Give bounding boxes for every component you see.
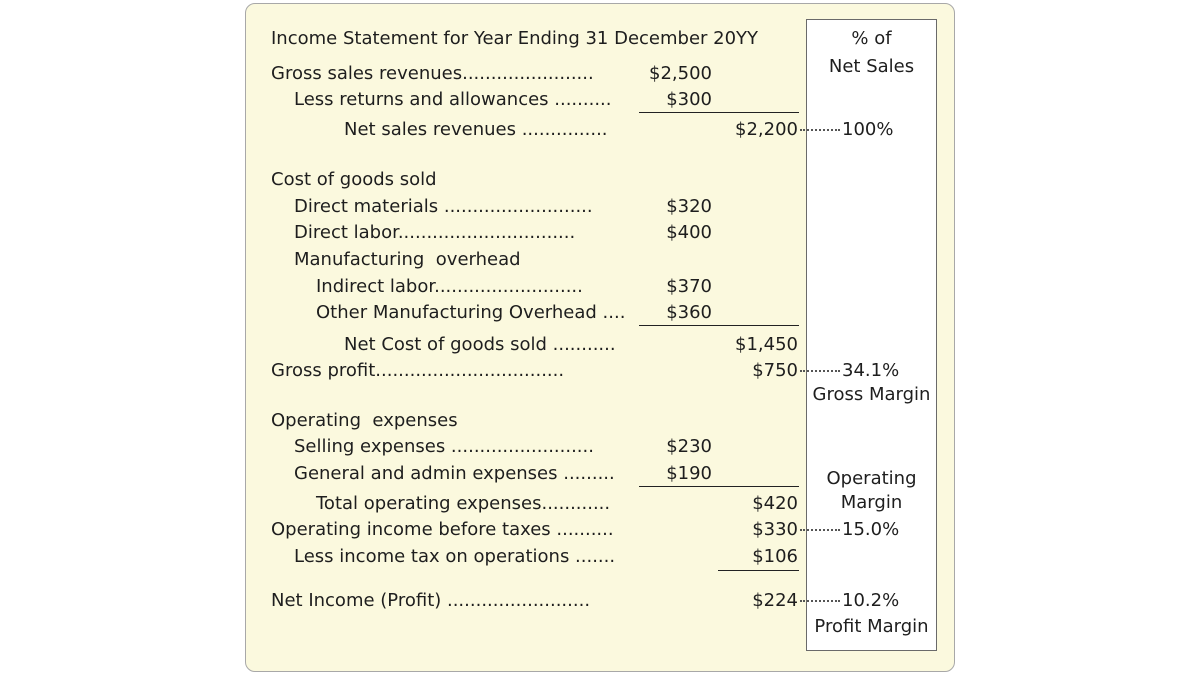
- income-tax-total: $106: [752, 546, 798, 567]
- selling-label: Selling expenses .......................…: [294, 436, 594, 457]
- gross-sales-amount: $2,500: [649, 63, 712, 84]
- other-mfg-label: Other Manufacturing Overhead ....: [316, 302, 626, 323]
- operating-margin-note-line2: Margin: [840, 492, 903, 513]
- dotted-leader: [800, 529, 840, 531]
- underline-rule: [639, 325, 799, 326]
- statement-title: Income Statement for Year Ending 31 Dece…: [271, 28, 759, 49]
- op-income-pct: 15.0%: [842, 519, 900, 540]
- net-cogs-label: Net Cost of goods sold ...........: [344, 334, 616, 355]
- cogs-heading: Cost of goods sold: [271, 169, 437, 190]
- pct-header-line1: % of: [851, 28, 892, 49]
- underline-rule: [718, 570, 799, 571]
- dotted-leader: [800, 370, 840, 372]
- direct-materials-label: Direct materials .......................…: [294, 196, 593, 217]
- returns-amount: $300: [666, 89, 712, 110]
- profit-margin-note: Profit Margin: [814, 616, 929, 637]
- op-income-label: Operating income before taxes ..........: [271, 519, 614, 540]
- underline-rule: [639, 486, 799, 487]
- general-admin-amount: $190: [666, 463, 712, 484]
- dotted-leader: [800, 129, 840, 131]
- direct-labor-amount: $400: [666, 222, 712, 243]
- net-cogs-total: $1,450: [735, 334, 798, 355]
- direct-labor-label: Direct labor............................…: [294, 222, 576, 243]
- general-admin-label: General and admin expenses .........: [294, 463, 615, 484]
- total-opex-label: Total operating expenses............: [316, 493, 611, 514]
- direct-materials-amount: $320: [666, 196, 712, 217]
- gross-profit-pct: 34.1%: [842, 360, 900, 381]
- percent-of-net-sales-column: [806, 19, 937, 651]
- selling-amount: $230: [666, 436, 712, 457]
- gross-profit-total: $750: [752, 360, 798, 381]
- income-tax-label: Less income tax on operations .......: [294, 546, 616, 567]
- gross-margin-note: Gross Margin: [812, 384, 931, 405]
- net-sales-label: Net sales revenues ...............: [344, 119, 608, 140]
- gross-profit-label: Gross profit............................…: [271, 360, 565, 381]
- mfg-overhead-heading: Manufacturing overhead: [294, 249, 521, 270]
- dotted-leader: [800, 600, 840, 602]
- indirect-labor-amount: $370: [666, 276, 712, 297]
- returns-label: Less returns and allowances ..........: [294, 89, 612, 110]
- pct-header-line2: Net Sales: [828, 56, 915, 77]
- operating-margin-note-line1: Operating: [826, 468, 917, 489]
- gross-sales-label: Gross sales revenues....................…: [271, 63, 594, 84]
- opex-heading: Operating expenses: [271, 410, 458, 431]
- net-income-label: Net Income (Profit) ....................…: [271, 590, 591, 611]
- indirect-labor-label: Indirect labor..........................: [316, 276, 583, 297]
- total-opex-total: $420: [752, 493, 798, 514]
- other-mfg-amount: $360: [666, 302, 712, 323]
- net-sales-total: $2,200: [735, 119, 798, 140]
- net-income-total: $224: [752, 590, 798, 611]
- net-sales-pct: 100%: [842, 119, 894, 140]
- op-income-total: $330: [752, 519, 798, 540]
- net-income-pct: 10.2%: [842, 590, 900, 611]
- underline-rule: [639, 112, 799, 113]
